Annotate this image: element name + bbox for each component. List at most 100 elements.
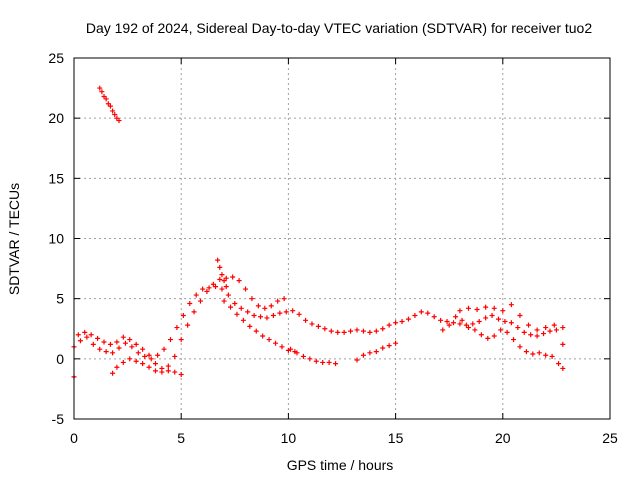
data-point	[496, 316, 502, 322]
data-point	[517, 344, 523, 350]
data-point	[140, 346, 146, 352]
data-point	[536, 350, 542, 356]
data-point	[219, 286, 225, 292]
data-point	[225, 292, 231, 298]
data-point	[296, 311, 302, 317]
data-point	[260, 333, 266, 339]
data-point	[367, 350, 373, 356]
data-point	[412, 313, 418, 319]
data-point	[215, 257, 221, 263]
data-point	[187, 300, 193, 306]
data-point	[107, 341, 113, 347]
data-point	[122, 340, 128, 346]
data-point	[232, 300, 238, 306]
data-point	[204, 288, 210, 294]
data-point	[210, 281, 216, 287]
x-tick-label: 0	[70, 430, 78, 446]
x-axis-label: GPS time / hours	[287, 457, 394, 473]
data-point	[549, 353, 555, 359]
data-point	[547, 328, 553, 334]
data-point	[228, 304, 234, 310]
data-point	[560, 325, 566, 331]
data-point	[127, 356, 133, 362]
data-point	[97, 85, 103, 91]
y-tick-labels: -5 0 5 10 15 20 25	[48, 50, 64, 427]
data-point	[335, 329, 341, 335]
data-point	[322, 326, 328, 332]
series-s8	[97, 85, 122, 124]
data-point	[234, 311, 240, 317]
data-point	[450, 320, 456, 326]
y-axis-label: SDTVAR / TECUs	[6, 183, 22, 295]
data-point	[534, 327, 540, 333]
data-point	[148, 356, 154, 362]
data-point	[485, 335, 491, 341]
data-point	[142, 353, 148, 359]
data-point	[472, 327, 478, 333]
data-point	[255, 303, 261, 309]
data-point	[110, 350, 116, 356]
data-point	[116, 118, 122, 124]
data-point	[373, 349, 379, 355]
data-point	[253, 328, 259, 334]
data-point	[386, 322, 392, 328]
data-point	[230, 274, 236, 280]
data-point	[307, 356, 313, 362]
data-point	[418, 309, 424, 315]
data-point	[217, 264, 223, 270]
data-point	[303, 317, 309, 323]
data-point	[367, 329, 373, 335]
data-point	[508, 320, 514, 326]
data-point	[556, 361, 562, 367]
data-point	[275, 298, 281, 304]
data-point	[84, 334, 90, 340]
data-point	[178, 337, 184, 343]
data-point	[515, 325, 521, 331]
data-point	[498, 327, 504, 333]
data-point	[114, 339, 120, 345]
data-point	[140, 361, 146, 367]
data-point	[438, 317, 444, 323]
data-point	[541, 331, 547, 337]
data-point	[309, 321, 315, 327]
data-point	[465, 305, 471, 311]
data-point	[240, 317, 246, 323]
data-point	[236, 278, 242, 284]
data-point	[247, 323, 253, 329]
y-tick-label: 10	[48, 231, 64, 247]
data-point	[543, 352, 549, 358]
data-point	[152, 361, 158, 367]
data-point	[159, 369, 165, 375]
data-point	[82, 329, 88, 335]
data-point	[95, 335, 101, 341]
data-point	[88, 332, 94, 338]
data-point	[543, 325, 549, 331]
x-tick-label: 25	[602, 430, 618, 446]
data-point	[551, 322, 557, 328]
series-s4	[221, 298, 298, 355]
data-point	[273, 340, 279, 346]
plot-frame	[73, 57, 611, 420]
x-tick-label: 20	[495, 430, 511, 446]
data-point	[197, 298, 203, 304]
data-point	[326, 359, 332, 365]
data-point	[99, 89, 105, 95]
data-point	[193, 292, 199, 298]
data-point	[221, 278, 227, 284]
data-point	[262, 305, 268, 311]
data-point	[279, 344, 285, 350]
data-point	[328, 328, 334, 334]
data-point	[165, 368, 171, 374]
data-points	[71, 85, 566, 380]
data-point	[129, 344, 135, 350]
data-point	[444, 319, 450, 325]
series-s1	[71, 284, 566, 362]
data-point	[223, 284, 229, 290]
data-point	[341, 329, 347, 335]
data-point	[491, 333, 497, 339]
data-point	[511, 337, 517, 343]
data-point	[258, 314, 264, 320]
data-point	[114, 364, 120, 370]
data-point	[200, 286, 206, 292]
